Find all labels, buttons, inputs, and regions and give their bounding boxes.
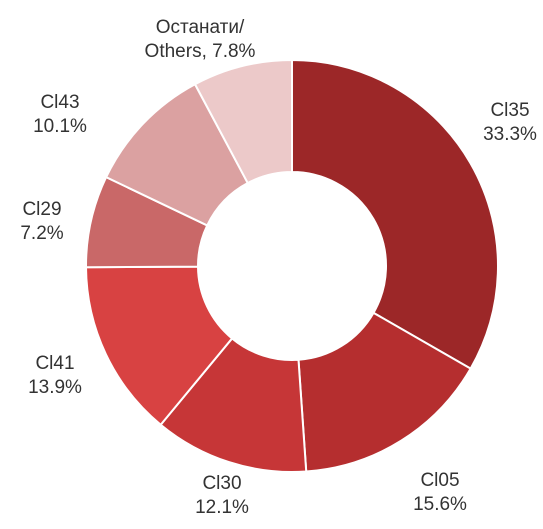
- donut-slice: [193, 58, 293, 185]
- value-label: 7.8%: [212, 41, 256, 62]
- slice-label: Cl41 13.9%: [28, 352, 82, 400]
- donut-slice: [159, 337, 308, 473]
- category-label: Cl43: [40, 92, 80, 113]
- donut-slice: [291, 58, 499, 370]
- category-label: Останати/ Others,: [144, 17, 245, 62]
- category-label: Cl35: [490, 100, 530, 121]
- slice-label: Cl35 33.3%: [483, 99, 537, 147]
- value-label: 7.2%: [20, 223, 64, 244]
- slice-label: Cl43 10.1%: [33, 91, 87, 139]
- category-label: Cl41: [35, 353, 75, 374]
- slice-label: Cl30 12.1%: [195, 472, 249, 520]
- slice-label: Cl29 7.2%: [20, 198, 63, 246]
- donut-slice: [84, 265, 234, 427]
- value-label: 12.1%: [195, 497, 249, 518]
- slice-label: Cl05 15.6%: [413, 469, 467, 517]
- category-label: Cl05: [420, 470, 460, 491]
- donut-slice: [297, 311, 472, 473]
- value-label: 33.3%: [483, 124, 537, 145]
- value-label: 10.1%: [33, 116, 87, 137]
- category-label: Cl29: [22, 199, 62, 220]
- slice-label: Останати/ Others, 7.8%: [125, 16, 275, 64]
- category-label: Cl30: [202, 473, 242, 494]
- value-label: 13.9%: [28, 377, 82, 398]
- value-label: 15.6%: [413, 494, 467, 515]
